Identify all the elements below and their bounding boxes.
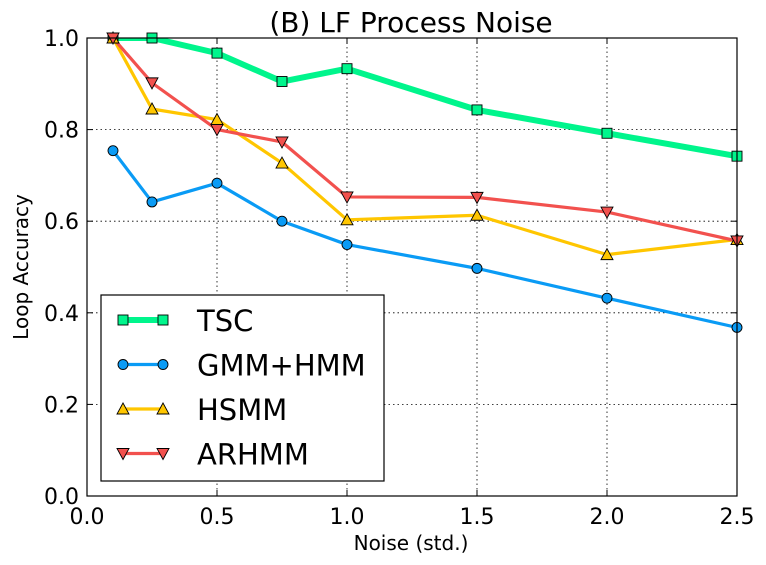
series-markers — [107, 145, 743, 333]
x-tick-label: 2.5 — [720, 505, 755, 530]
plot-area — [86, 37, 738, 497]
x-tick-label: 1.0 — [330, 505, 365, 530]
data-point-triangle-down — [156, 448, 170, 461]
data-point-triangle-up — [275, 156, 289, 169]
data-point-triangle-down — [145, 77, 159, 90]
y-tick-label: 0.0 — [44, 485, 79, 510]
data-point-square — [341, 63, 353, 75]
data-point-square — [157, 314, 169, 326]
data-point-triangle-up — [156, 402, 170, 415]
data-point-triangle-up — [600, 247, 614, 261]
y-tick-label: 0.8 — [44, 119, 79, 144]
data-point-circle — [157, 359, 169, 370]
data-point-circle — [471, 262, 483, 274]
legend-box — [100, 294, 385, 482]
data-point-triangle-up — [340, 212, 354, 226]
data-point-triangle-down — [340, 191, 354, 204]
legend-item: HSMM — [116, 393, 287, 427]
data-point-square — [276, 76, 288, 87]
chart-title: (B) LF Process Noise — [269, 6, 552, 39]
data-point-triangle-up — [145, 102, 159, 115]
data-point-circle — [146, 196, 158, 208]
series-lines — [106, 31, 744, 333]
data-point-circle — [341, 239, 353, 251]
legend-item: TSC — [117, 304, 253, 338]
legend-item: ARHMM — [116, 438, 309, 472]
x-tick-label: 2.0 — [590, 505, 625, 530]
data-point-triangle-down — [210, 124, 224, 137]
series-arhmm — [111, 38, 737, 243]
series-line — [111, 38, 737, 243]
y-tick-label: 0.4 — [44, 302, 79, 327]
data-point-square — [601, 127, 613, 139]
series-gmm-hmm — [111, 149, 737, 330]
legend-label: GMM+HMM — [197, 349, 366, 383]
data-point-circle — [107, 145, 119, 157]
legend-item: GMM+HMM — [117, 349, 366, 383]
legend-label: ARHMM — [197, 438, 309, 472]
y-tick-label: 1.0 — [44, 27, 79, 52]
series-markers — [106, 31, 744, 261]
data-point-triangle-down — [116, 448, 130, 461]
series-line — [113, 38, 737, 160]
series-hsmm — [111, 38, 737, 257]
data-point-triangle-down — [275, 136, 289, 149]
series-tsc — [113, 38, 737, 160]
data-point-square — [211, 47, 223, 59]
legend: TSC GMM+HMM HSMM ARHMM — [100, 294, 385, 482]
data-point-square — [471, 104, 483, 116]
x-tick-label: 1.5 — [460, 505, 495, 530]
legend-label: TSC — [196, 304, 253, 338]
data-point-square — [117, 314, 129, 326]
data-point-circle — [117, 359, 129, 370]
x-tick-label: 0.0 — [70, 505, 105, 530]
x-tick-label: 0.5 — [200, 505, 235, 530]
data-point-triangle-down — [470, 191, 484, 205]
series-line — [111, 38, 737, 257]
ticks: 0.0 0.5 1.0 1.5 2.0 2.5 0.0 0.2 0.4 0.6 0.8 1.0 — [44, 27, 755, 530]
data-point-triangle-down — [600, 206, 614, 219]
data-point-circle — [276, 215, 288, 227]
series-line — [111, 149, 737, 330]
data-point-triangle-up — [470, 208, 484, 221]
x-axis-label: Noise (std.) — [354, 531, 469, 555]
legend-label: HSMM — [197, 393, 287, 427]
data-point-triangle-up — [116, 402, 130, 415]
y-tick-label: 0.6 — [44, 210, 79, 235]
y-axis-label: Loop Accuracy — [9, 194, 33, 340]
y-tick-label: 0.2 — [44, 393, 79, 418]
data-point-circle — [601, 292, 613, 304]
data-point-circle — [211, 177, 223, 189]
